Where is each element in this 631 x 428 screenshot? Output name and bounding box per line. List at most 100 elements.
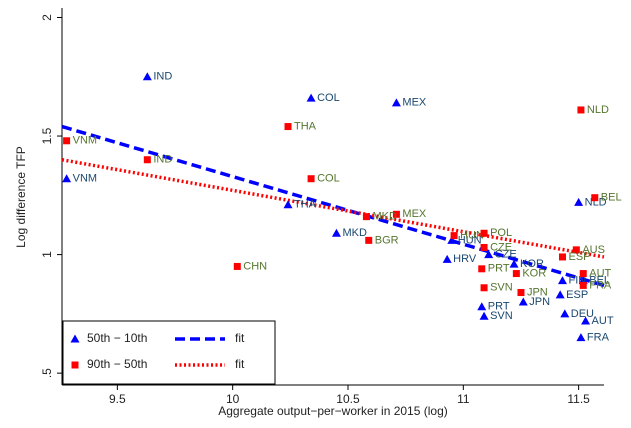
point-label: AUS [582, 244, 605, 256]
point [557, 276, 567, 285]
point-label: ESP [568, 251, 590, 263]
point-label: VNM [73, 173, 97, 185]
point [480, 243, 488, 251]
point [518, 297, 528, 306]
legend-label: fit [235, 331, 245, 345]
point [572, 246, 580, 254]
point [581, 316, 591, 325]
point-label: BEL [589, 275, 610, 287]
point-label: JPN [527, 286, 548, 298]
point [576, 333, 586, 342]
point [142, 72, 152, 81]
point-label: HUN [460, 230, 484, 242]
x-tick-label: 11.5 [567, 392, 590, 406]
legend-label: 50th − 10th [87, 331, 147, 345]
point-label: NLD [585, 196, 607, 208]
point [479, 311, 489, 320]
point [574, 197, 584, 206]
point-label: SVN [490, 310, 513, 322]
point-label: KOR [522, 267, 546, 279]
fit-line [61, 158, 605, 259]
point [391, 98, 401, 107]
point-label: POL [490, 227, 512, 239]
point-label: MEX [402, 97, 427, 109]
point-label: VNM [73, 135, 97, 147]
point-label: MKD [342, 227, 367, 239]
legend-label: 90th − 50th [87, 357, 147, 371]
point [558, 253, 566, 261]
point-label: BEL [601, 192, 622, 204]
point-label: JPN [529, 296, 550, 308]
point-label: ESP [566, 289, 588, 301]
y-tick-label: 2 [40, 14, 54, 21]
point-label: CHN [243, 260, 267, 272]
point-label: NLD [587, 104, 609, 116]
point [512, 270, 520, 278]
point [480, 229, 488, 237]
y-tick-label: 1.5 [40, 127, 54, 144]
point-label: HUN [458, 234, 482, 246]
point [484, 250, 494, 259]
point-label: SVN [490, 282, 513, 294]
point-label: FRA [589, 279, 612, 291]
point-label: BGR [375, 234, 399, 246]
point-label: CZE [490, 241, 512, 253]
point [577, 106, 585, 114]
point-label: FRA [587, 331, 610, 343]
point-label: AUT [589, 267, 611, 279]
point-label: MKD [372, 211, 397, 223]
point [365, 236, 373, 244]
x-tick-label: 9.5 [109, 392, 126, 406]
legend-label: fit [235, 357, 245, 371]
legend-box [62, 320, 276, 385]
y-axis-label: Log difference TFP [14, 146, 28, 248]
point-label: PRT [488, 301, 510, 313]
point [284, 123, 292, 131]
x-tick-label: 10.5 [336, 392, 360, 406]
point [442, 254, 452, 263]
x-tick-label: 10 [226, 392, 240, 406]
point [307, 175, 315, 183]
point [555, 290, 565, 299]
point-label: AUT [592, 315, 614, 327]
point [579, 281, 587, 289]
point [478, 265, 486, 273]
point [591, 194, 599, 202]
x-axis-label: Aggregate output−per−worker in 2015 (log… [218, 404, 447, 418]
point [62, 174, 72, 183]
point-label: DEU [571, 308, 594, 320]
point-label: THA [294, 199, 317, 211]
point [477, 302, 487, 311]
legend-marker [71, 361, 79, 369]
point-label: HRV [453, 253, 477, 265]
point [579, 270, 587, 278]
fit-line [61, 124, 605, 288]
x-tick-label: 11 [457, 392, 470, 406]
point [283, 200, 293, 209]
point-label: IND [153, 154, 172, 166]
point-label: CZE [495, 248, 517, 260]
point-label: COL [317, 92, 340, 104]
point-label: IND [153, 71, 172, 83]
point [143, 156, 151, 164]
point [560, 309, 570, 318]
point [331, 228, 341, 237]
point [63, 137, 71, 145]
point [306, 93, 316, 102]
legend-marker [70, 334, 80, 343]
point [450, 232, 458, 240]
point [447, 235, 457, 244]
point-label: PRT [488, 263, 510, 275]
point [480, 284, 488, 292]
point-label: KOR [520, 258, 544, 270]
point [509, 259, 519, 268]
y-tick-label: .5 [40, 368, 54, 378]
point [517, 289, 525, 297]
y-tick-label: 1 [40, 251, 54, 258]
point-label: THA [294, 120, 317, 132]
point-label: MEX [402, 208, 427, 220]
point-label: COL [317, 173, 340, 185]
point [362, 213, 370, 221]
point [392, 210, 400, 218]
